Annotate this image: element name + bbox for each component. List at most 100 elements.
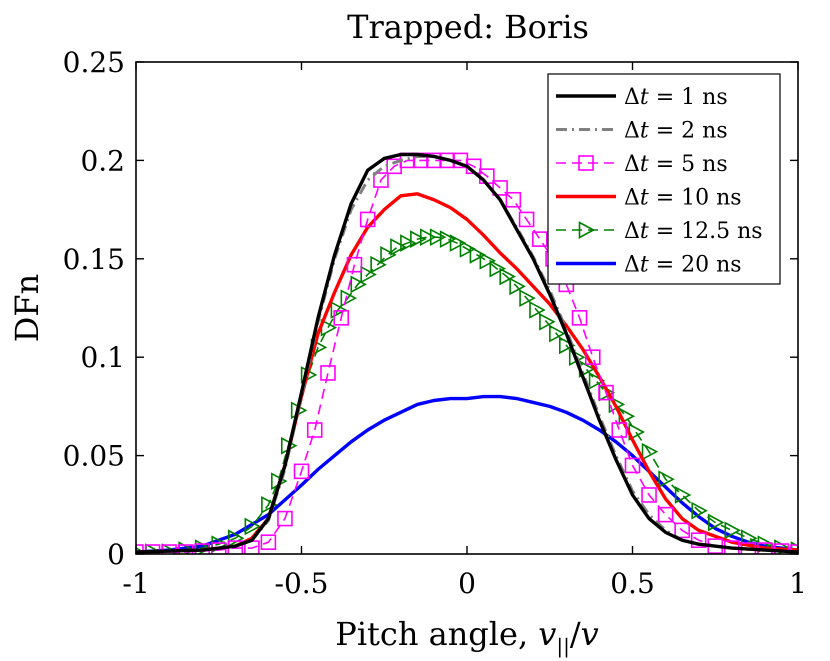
data-point [509, 277, 526, 296]
legend-label-rest: = 1 ns [649, 85, 728, 110]
legend-label-var: t [640, 152, 649, 177]
legend-label-var: t [640, 253, 649, 278]
data-point [306, 422, 323, 438]
data-point [741, 529, 758, 548]
data-point [707, 513, 725, 532]
data-point [624, 457, 641, 474]
x-tick-label: 0 [458, 567, 476, 600]
data-point [228, 529, 245, 548]
legend-label-var: t [640, 186, 649, 211]
data-point [333, 310, 350, 326]
x-axis-title-slash: / [570, 615, 581, 653]
data-point [469, 246, 487, 264]
legend-label-var: t [640, 85, 649, 110]
series-1 [136, 152, 798, 554]
data-point [260, 534, 277, 550]
x-axis-title-var2: v [581, 615, 599, 653]
data-point [429, 228, 447, 246]
data-point [350, 275, 367, 294]
data-point [598, 384, 614, 401]
y-tick-label: 0.05 [63, 440, 125, 473]
legend-label-rest: = 10 ns [649, 186, 742, 211]
x-tick-label: -0.5 [275, 567, 329, 600]
data-point [244, 517, 262, 536]
data-point [439, 230, 457, 248]
legend-box [547, 73, 781, 285]
legend-label-delta: Δ [624, 152, 640, 177]
data-point [479, 251, 497, 270]
data-point [499, 267, 516, 286]
x-axis-title-sub: || [556, 634, 569, 659]
data-point [539, 312, 556, 331]
legend-label-delta: Δ [624, 219, 640, 244]
ticks-layer: -1 -0.5 0 0.5 1 0 0.05 0.1 0.15 0.2 0.25 [63, 46, 807, 600]
series-line [136, 236, 798, 553]
data-point [320, 365, 336, 381]
series-6 [136, 394, 798, 554]
legend-label-delta: Δ [624, 186, 640, 211]
legend-label: Δt = 5 ns [624, 152, 728, 177]
y-tick-label: 0.15 [63, 243, 125, 276]
y-axis-title: DFn [8, 274, 46, 342]
data-point [449, 234, 467, 252]
data-point [532, 231, 548, 247]
data-point [400, 234, 417, 252]
x-tick-label: 1 [789, 567, 807, 600]
legend-entry: Δt = 20 ns [556, 253, 742, 278]
y-tick-label: 0.1 [80, 341, 125, 374]
data-point [346, 256, 363, 273]
legend-label-rest: = 20 ns [649, 253, 742, 278]
y-tick-label: 0.2 [80, 144, 125, 177]
data-point [529, 301, 546, 319]
legend-label-delta: Δ [624, 119, 640, 144]
data-point [518, 211, 535, 228]
data-point [459, 240, 477, 258]
data-point [390, 238, 407, 256]
legend-label: Δt = 1 ns [624, 85, 728, 110]
data-point [489, 259, 506, 278]
legend-entry: Δt = 5 ns [556, 152, 728, 177]
series-line [136, 152, 798, 554]
data-point [558, 336, 576, 355]
data-point [674, 486, 692, 504]
legend-label-rest: = 2 ns [649, 119, 728, 144]
x-axis-title: Pitch angle, v||/v [335, 615, 598, 659]
data-point [641, 487, 657, 503]
data-point [360, 265, 377, 284]
series-layer [136, 152, 798, 554]
legend-entry: Δt = 2 ns [556, 119, 728, 144]
legend-label-var: t [640, 219, 649, 244]
data-point [584, 349, 601, 366]
data-point [724, 521, 741, 540]
x-axis-title-prefix: Pitch angle, [335, 615, 538, 653]
data-point [657, 506, 674, 523]
data-point [571, 310, 588, 326]
data-point [492, 180, 508, 196]
x-axis-title-var: v [538, 615, 556, 653]
legend-label: Δt = 20 ns [624, 253, 742, 278]
data-point [330, 301, 348, 319]
x-tick-label: 0.5 [610, 567, 655, 600]
data-point [588, 371, 606, 390]
data-point [370, 255, 387, 274]
y-tick-label: 0 [107, 538, 125, 571]
data-point [419, 228, 437, 246]
chart-title: Trapped: Boris [347, 8, 589, 46]
legend-label-rest: = 12.5 ns [649, 219, 763, 244]
legend-label-var: t [640, 119, 649, 144]
series-line [136, 394, 798, 554]
data-point [505, 191, 522, 208]
legend-marker [578, 155, 594, 171]
y-tick-label: 0.25 [63, 46, 125, 79]
legend-marker [578, 221, 596, 239]
legend-label-delta: Δ [624, 253, 640, 278]
data-point [691, 501, 708, 520]
legend-entry: Δt = 12.5 ns [556, 219, 763, 244]
legend-entry: Δt = 10 ns [556, 186, 742, 211]
legend-label: Δt = 12.5 ns [624, 219, 763, 244]
data-point [611, 422, 628, 438]
data-point [277, 510, 293, 527]
x-tick-label: -1 [122, 567, 149, 600]
